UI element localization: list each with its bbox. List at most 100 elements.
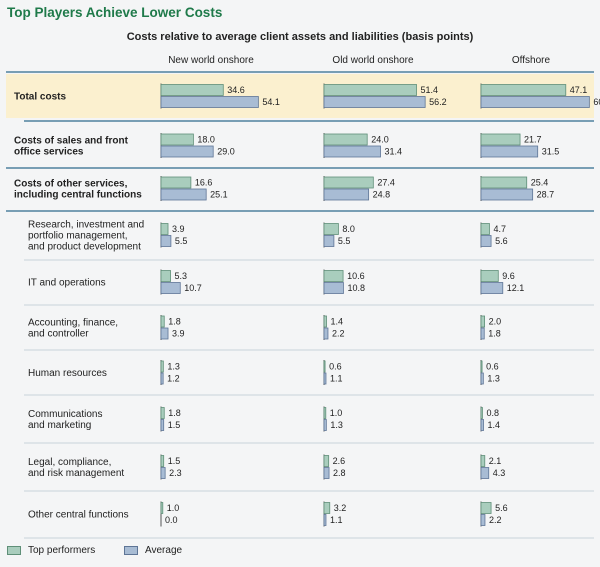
row-legal-compliance-and-risk-mana-offshore-top-performers-value: 2.1 [489,456,502,466]
legend-swatch-average [124,546,138,555]
row-costs-of-other-services-includ-old-world-onshore-top-performers-bar [323,176,374,189]
row-accounting-finance-and-control-old-world-onshore-average-value: 2.2 [332,329,345,339]
row-accounting-finance-and-control-new-world-onshore-average-value: 3.9 [172,329,185,339]
row-total-costs-old-world-onshore-top-performers-value: 51.4 [421,85,439,95]
row-research-investment-and-portfo-new-world-onshore-average-bar [160,235,172,247]
row-research-investment-and-portfo-old-world-onshore-top-performers-value: 8.0 [342,224,355,234]
legend-label-average: Average [145,545,183,556]
row-legal-compliance-and-risk-mana-old-world-onshore-top-performers-value: 2.6 [333,456,346,466]
row-accounting-finance-and-control-old-world-onshore-average-bar [323,327,329,340]
row-costs-of-sales-and-front-offic-offshore-top-performers-value: 21.7 [524,135,542,145]
row-other-central-functions-offshore-average-value: 2.2 [489,515,502,525]
row-costs-of-other-services-includ-offshore-top-performers-bar [480,176,528,189]
row-human-resources-new-world-onshore-average-bar [160,372,164,385]
row-other-central-functions-new-world-onshore-average-value: 0.0 [165,515,178,525]
row-human-resources-offshore-top-performers-bar [480,360,483,373]
row-research-investment-and-portfo-offshore-average-bar [480,235,492,247]
row-human-resources-offshore-top-performers-value: 0.6 [486,362,499,372]
row-it-and-operations-offshore-average-bar [480,282,504,294]
row-it-and-operations-old-world-onshore-average-bar [323,282,344,294]
row-costs-of-other-services-includ-offshore-top-performers-value: 25.4 [531,178,549,188]
row-accounting-finance-and-control-offshore-average-value: 1.8 [488,329,501,339]
row-other-central-functions-offshore-top-performers-bar [480,502,492,514]
row-other-central-functions-old-world-onshore-top-performers-value: 3.2 [334,503,347,513]
row-costs-of-sales-and-front-offic-label: Costs of sales and front office services [14,136,129,158]
row-total-costs-new-world-onshore-average-value: 54.1 [262,97,280,107]
column-header-offshore: Offshore [511,55,551,66]
row-human-resources-new-world-onshore-top-performers-bar [160,360,164,373]
row-legal-compliance-and-risk-mana-new-world-onshore-average-value: 2.3 [169,468,182,478]
row-legal-compliance-and-risk-mana-new-world-onshore-average-bar [160,467,166,479]
row-human-resources-offshore-average-bar [480,372,484,385]
row-total-costs-label: Total costs [14,92,66,103]
row-costs-of-sales-and-front-offic-new-world-onshore-top-performers-bar [160,133,194,146]
row-research-investment-and-portfo-new-world-onshore-average-value: 5.5 [175,236,188,246]
row-other-central-functions-old-world-onshore-top-performers-bar [323,502,331,514]
row-total-costs-offshore-average-bar [480,96,590,108]
row-it-and-operations-label: IT and operations [28,278,106,289]
row-it-and-operations-old-world-onshore-average-value: 10.8 [347,283,365,293]
row-communications-and-marketing-new-world-onshore-top-performers-bar [160,407,165,419]
row-costs-of-other-services-includ-old-world-onshore-top-performers-value: 27.4 [377,178,395,188]
row-costs-of-other-services-includ-old-world-onshore-average-value: 24.8 [373,190,391,200]
row-legal-compliance-and-risk-mana-offshore-average-bar [480,467,490,479]
row-human-resources-old-world-onshore-top-performers-bar [323,360,326,373]
row-accounting-finance-and-control-new-world-onshore-top-performers-bar [160,315,165,328]
row-human-resources-new-world-onshore-top-performers-value: 1.3 [167,362,180,372]
row-costs-of-other-services-includ-offshore-average-bar [480,188,534,201]
row-research-investment-and-portfo-old-world-onshore-average-bar [323,235,335,247]
row-total-costs-offshore-top-performers-bar [480,84,567,96]
row-legal-compliance-and-risk-mana-offshore-average-value: 4.3 [493,468,506,478]
row-human-resources-label: Human resources [28,368,107,379]
row-costs-of-sales-and-front-offic-old-world-onshore-top-performers-value: 24.0 [371,135,389,145]
row-costs-of-other-services-includ-offshore-average-value: 28.7 [537,190,555,200]
legend-item-top-performers: Top performers [7,545,95,556]
row-total-costs-offshore-top-performers-value: 47.1 [570,85,588,95]
row-research-investment-and-portfo-old-world-onshore-top-performers-bar [323,223,339,235]
row-it-and-operations-offshore-top-performers-bar [480,270,499,282]
row-research-investment-and-portfo-offshore-top-performers-bar [480,223,490,235]
row-total-costs-old-world-onshore-average-bar [323,96,426,108]
column-header-new-world-onshore: New world onshore [168,55,254,66]
column-header-old-world-onshore: Old world onshore [332,55,414,66]
row-research-investment-and-portfo-label: Research, investment and portfolio manage… [28,220,144,253]
row-accounting-finance-and-control-label: Accounting, finance, and controller [28,318,118,340]
row-communications-and-marketing-new-world-onshore-average-bar [160,419,165,431]
row-legal-compliance-and-risk-mana-new-world-onshore-top-performers-value: 1.5 [168,456,181,466]
row-communications-and-marketing-offshore-average-bar [480,419,484,431]
row-costs-of-other-services-includ-new-world-onshore-average-value: 25.1 [210,190,228,200]
row-legal-compliance-and-risk-mana-old-world-onshore-average-bar [323,467,330,479]
row-other-central-functions-label: Other central functions [28,510,129,521]
row-research-investment-and-portfo-offshore-average-value: 5.6 [495,236,508,246]
row-costs-of-sales-and-front-offic-offshore-average-bar [480,145,539,158]
row-legal-compliance-and-risk-mana-old-world-onshore-average-value: 2.8 [333,468,346,478]
row-human-resources-old-world-onshore-top-performers-value: 0.6 [329,362,342,372]
row-communications-and-marketing-new-world-onshore-average-value: 1.5 [168,420,181,430]
row-costs-of-sales-and-front-offic-offshore-top-performers-bar [480,133,521,146]
row-costs-of-sales-and-front-offic-new-world-onshore-average-bar [160,145,214,158]
row-other-central-functions-old-world-onshore-average-value: 1.1 [330,515,343,525]
chart-title: Top Players Achieve Lower Costs [7,5,223,20]
row-other-central-functions-old-world-onshore-average-bar [323,514,327,526]
row-communications-and-marketing-new-world-onshore-top-performers-value: 1.8 [168,408,181,418]
row-communications-and-marketing-offshore-top-performers-bar [480,407,483,419]
row-total-costs-offshore-average-value: 60.2 [593,97,600,107]
row-it-and-operations-new-world-onshore-top-performers-bar [160,270,171,282]
row-communications-and-marketing-old-world-onshore-top-performers-value: 1.0 [330,408,343,418]
row-research-investment-and-portfo-old-world-onshore-average-value: 5.5 [338,236,351,246]
row-legal-compliance-and-risk-mana-label: Legal, compliance, and risk management [28,457,124,479]
row-costs-of-other-services-includ-new-world-onshore-top-performers-bar [160,176,192,189]
row-total-costs-old-world-onshore-average-value: 56.2 [429,97,447,107]
row-communications-and-marketing-offshore-average-value: 1.4 [488,420,501,430]
row-accounting-finance-and-control-offshore-average-bar [480,327,485,340]
row-accounting-finance-and-control-old-world-onshore-top-performers-bar [323,315,327,328]
row-costs-of-sales-and-front-offic-new-world-onshore-average-value: 29.0 [217,147,235,157]
row-it-and-operations-new-world-onshore-top-performers-value: 5.3 [175,271,188,281]
row-accounting-finance-and-control-old-world-onshore-top-performers-value: 1.4 [331,317,344,327]
row-research-investment-and-portfo-new-world-onshore-top-performers-bar [160,223,169,235]
row-accounting-finance-and-control-offshore-top-performers-value: 2.0 [489,317,502,327]
row-communications-and-marketing-old-world-onshore-average-bar [323,419,327,431]
row-it-and-operations-offshore-top-performers-value: 9.6 [502,271,515,281]
row-communications-and-marketing-old-world-onshore-top-performers-bar [323,407,327,419]
